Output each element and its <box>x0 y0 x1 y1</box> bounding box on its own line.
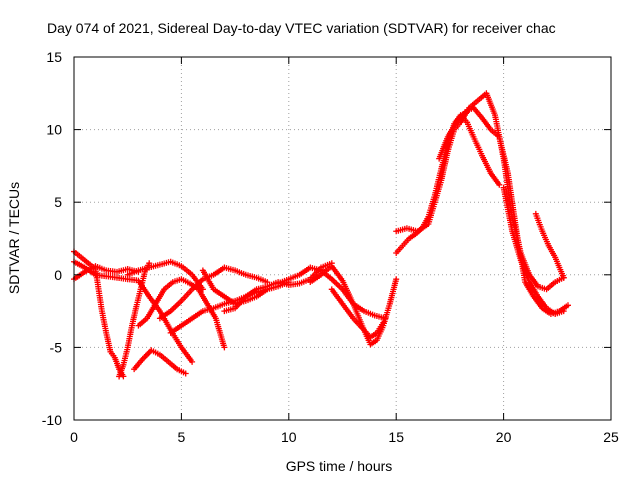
y-tick-label: -5 <box>50 339 63 355</box>
data-series-arc-f <box>135 276 228 351</box>
data-series-arc-d <box>116 260 153 380</box>
data-markers <box>131 347 189 377</box>
y-axis-label: SDTVAR / TECUs <box>6 182 22 294</box>
x-tick-label: 15 <box>388 429 404 445</box>
grid-layer <box>74 57 611 420</box>
tick-layer: 0 5 10 15 20 25 -10 -5 0 5 10 15 <box>42 49 619 445</box>
data-markers <box>135 276 228 351</box>
data-layer <box>71 90 571 380</box>
data-series-arc-s <box>532 210 567 281</box>
data-markers <box>328 286 387 341</box>
data-markers <box>532 210 567 281</box>
data-markers <box>116 260 153 380</box>
x-tick-label: 25 <box>603 429 619 445</box>
x-tick-label: 10 <box>281 429 297 445</box>
data-series-arc-i <box>156 264 271 322</box>
plot-frame <box>73 56 612 421</box>
y-tick-label: 15 <box>46 49 62 65</box>
y-tick-label: 10 <box>46 122 62 138</box>
x-axis-label: GPS time / hours <box>286 458 393 474</box>
chart-title: Day 074 of 2021, Sidereal Day-to-day VTE… <box>47 20 556 36</box>
x-tick-label: 0 <box>70 429 78 445</box>
data-series-arc-e <box>131 347 189 377</box>
x-tick-label: 20 <box>496 429 512 445</box>
y-tick-label: 0 <box>54 267 62 283</box>
y-tick-label: 5 <box>54 194 62 210</box>
x-tick-label: 5 <box>178 429 186 445</box>
data-series-arc-q <box>436 104 571 317</box>
data-series-arc-n <box>328 286 387 341</box>
data-markers <box>500 184 567 317</box>
data-markers <box>156 264 271 322</box>
y-tick-label: -10 <box>42 412 62 428</box>
data-series-arc-r <box>500 184 567 317</box>
data-markers <box>436 104 571 317</box>
